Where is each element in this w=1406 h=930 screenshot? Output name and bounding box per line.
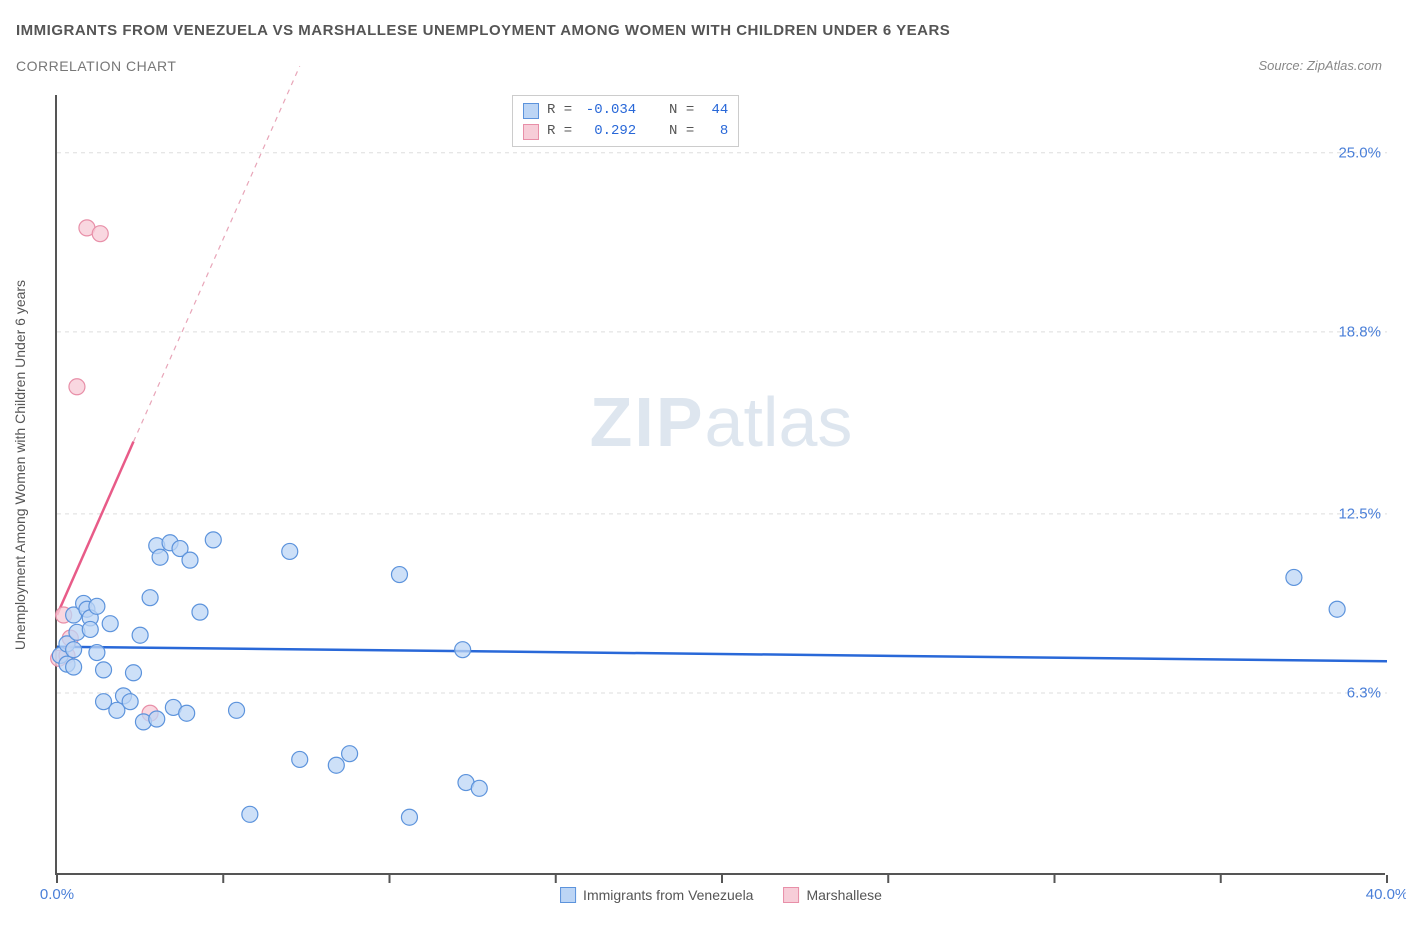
source-attribution: Source: ZipAtlas.com [1258, 58, 1382, 73]
venezuela-point [102, 616, 118, 632]
bottom-legend: Immigrants from Venezuela Marshallese [560, 887, 882, 903]
venezuela-point [242, 806, 258, 822]
legend-item: Immigrants from Venezuela [560, 887, 753, 903]
y-tick-label: 18.8% [1338, 323, 1387, 340]
venezuela-point [401, 809, 417, 825]
venezuela-point [282, 543, 298, 559]
venezuela-point [96, 662, 112, 678]
y-tick-label: 25.0% [1338, 144, 1387, 161]
chart-svg [57, 95, 1385, 873]
venezuela-point [89, 598, 105, 614]
legend-label: Immigrants from Venezuela [583, 887, 753, 903]
venezuela-point [66, 642, 82, 658]
x-tick-label: 0.0% [40, 886, 74, 903]
venezuela-point [182, 552, 198, 568]
venezuela-point [132, 627, 148, 643]
venezuela-point [142, 590, 158, 606]
marshallese-point [69, 379, 85, 395]
venezuela-point [328, 757, 344, 773]
venezuela-point [82, 621, 98, 637]
x-tick-label: 40.0% [1366, 886, 1406, 903]
legend-label: Marshallese [806, 887, 881, 903]
legend-item: Marshallese [783, 887, 881, 903]
chart-title: IMMIGRANTS FROM VENEZUELA VS MARSHALLESE… [16, 22, 950, 39]
y-tick-label: 6.3% [1347, 685, 1387, 702]
plot-area: ZIPatlas R =-0.034 N =44R =0.292 N =8 Im… [55, 95, 1385, 875]
venezuela-point [1286, 569, 1302, 585]
venezuela-point [66, 659, 82, 675]
venezuela-point [1329, 601, 1345, 617]
venezuela-point [391, 567, 407, 583]
venezuela-point [192, 604, 208, 620]
venezuela-point [125, 665, 141, 681]
venezuela-point [205, 532, 221, 548]
venezuela-point [229, 702, 245, 718]
legend-swatch [560, 887, 576, 903]
y-tick-label: 12.5% [1338, 505, 1387, 522]
y-axis-title: Unemployment Among Women with Children U… [12, 280, 28, 650]
chart-subtitle: CORRELATION CHART [16, 58, 176, 74]
venezuela-point [152, 549, 168, 565]
venezuela-point [149, 711, 165, 727]
venezuela-point [122, 694, 138, 710]
legend-swatch [783, 887, 799, 903]
venezuela-point [179, 705, 195, 721]
marshallese-point [92, 226, 108, 242]
venezuela-point [342, 746, 358, 762]
venezuela-point [455, 642, 471, 658]
venezuela-point [89, 645, 105, 661]
venezuela-point [292, 751, 308, 767]
venezuela-point [471, 780, 487, 796]
